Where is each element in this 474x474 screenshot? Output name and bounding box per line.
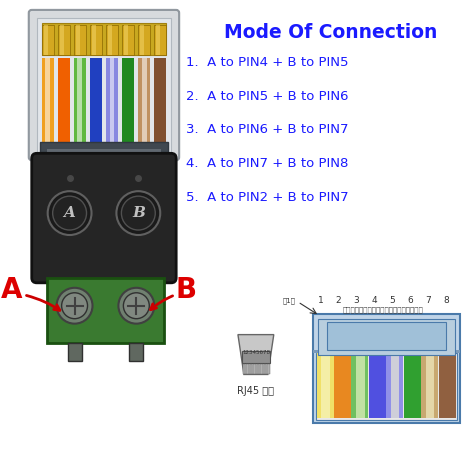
Bar bbox=[142, 58, 146, 142]
Bar bbox=[317, 353, 334, 418]
Circle shape bbox=[57, 288, 92, 324]
Text: 4: 4 bbox=[372, 296, 377, 305]
Text: 1: 1 bbox=[318, 296, 323, 305]
Text: 1.  A to PIN4 + B to PIN5: 1. A to PIN4 + B to PIN5 bbox=[186, 56, 349, 69]
Bar bbox=[404, 353, 421, 418]
Bar bbox=[108, 25, 112, 55]
Bar bbox=[58, 58, 70, 142]
Text: 橙白、橙、绻白、蓝、蓝白、绻、棕白、棕: 橙白、橙、绻白、蓝、蓝白、绻、棕白、棕 bbox=[343, 307, 424, 313]
Bar bbox=[391, 353, 400, 418]
Bar bbox=[68, 343, 82, 361]
Polygon shape bbox=[238, 335, 274, 374]
Bar bbox=[313, 349, 460, 353]
Text: 2.  A to PIN5 + B to PIN6: 2. A to PIN5 + B to PIN6 bbox=[186, 90, 349, 102]
Bar bbox=[154, 58, 166, 142]
Bar bbox=[386, 353, 403, 418]
Bar bbox=[122, 25, 134, 55]
Bar bbox=[138, 25, 150, 55]
Bar bbox=[356, 353, 365, 418]
Circle shape bbox=[117, 191, 160, 235]
Bar bbox=[74, 58, 86, 142]
Text: A: A bbox=[64, 206, 75, 220]
Bar bbox=[58, 25, 70, 55]
Bar bbox=[438, 353, 456, 418]
Bar bbox=[44, 25, 48, 55]
Bar bbox=[77, 58, 82, 142]
Bar bbox=[243, 365, 246, 374]
Circle shape bbox=[48, 191, 91, 235]
Bar bbox=[321, 353, 330, 418]
Bar bbox=[106, 58, 118, 142]
Bar bbox=[90, 58, 102, 142]
Text: RJ45 插头: RJ45 插头 bbox=[237, 386, 274, 396]
Bar bbox=[74, 25, 86, 55]
Bar bbox=[124, 25, 128, 55]
Bar bbox=[76, 25, 80, 55]
Bar bbox=[316, 353, 457, 420]
Circle shape bbox=[53, 196, 87, 230]
Bar bbox=[138, 58, 150, 142]
Text: Mode Of Connection: Mode Of Connection bbox=[224, 23, 437, 42]
Text: 3.  A to PIN6 + B to PIN7: 3. A to PIN6 + B to PIN7 bbox=[186, 123, 349, 137]
Bar bbox=[106, 25, 118, 55]
Bar bbox=[109, 58, 114, 142]
Text: 2: 2 bbox=[336, 296, 341, 305]
Text: 4.  A to PIN7 + B to PIN8: 4. A to PIN7 + B to PIN8 bbox=[186, 157, 348, 170]
Bar bbox=[426, 353, 434, 418]
Bar bbox=[257, 365, 259, 374]
Bar bbox=[42, 58, 54, 142]
Bar bbox=[42, 25, 54, 55]
FancyBboxPatch shape bbox=[36, 18, 171, 152]
Bar bbox=[334, 353, 351, 418]
Text: A: A bbox=[1, 276, 23, 304]
Bar bbox=[264, 365, 266, 374]
Text: 第1脚: 第1脚 bbox=[283, 298, 296, 304]
Text: 12345678: 12345678 bbox=[242, 350, 270, 355]
Bar bbox=[352, 353, 368, 418]
Bar bbox=[90, 25, 102, 55]
Bar bbox=[318, 319, 455, 355]
Bar bbox=[313, 314, 460, 423]
Bar bbox=[156, 25, 160, 55]
Bar bbox=[154, 25, 166, 55]
Bar bbox=[40, 142, 168, 152]
Bar bbox=[46, 149, 161, 155]
Bar bbox=[267, 365, 270, 374]
FancyBboxPatch shape bbox=[29, 10, 179, 160]
Bar bbox=[254, 365, 256, 374]
Bar bbox=[92, 25, 96, 55]
Bar bbox=[140, 25, 144, 55]
Bar bbox=[129, 343, 143, 361]
Text: 3: 3 bbox=[354, 296, 359, 305]
Bar bbox=[46, 58, 50, 142]
Bar bbox=[327, 322, 446, 349]
Bar bbox=[60, 25, 64, 55]
Circle shape bbox=[62, 293, 88, 319]
Text: 5: 5 bbox=[390, 296, 395, 305]
Bar bbox=[46, 278, 164, 343]
Text: 5.  A to PIN2 + B to PIN7: 5. A to PIN2 + B to PIN7 bbox=[186, 191, 349, 204]
FancyBboxPatch shape bbox=[32, 153, 176, 283]
Text: 6: 6 bbox=[407, 296, 413, 305]
Text: B: B bbox=[132, 206, 145, 220]
Bar bbox=[260, 365, 263, 374]
Text: 7: 7 bbox=[425, 296, 431, 305]
Bar bbox=[421, 353, 438, 418]
Bar bbox=[369, 353, 386, 418]
Circle shape bbox=[118, 288, 154, 324]
Circle shape bbox=[123, 293, 149, 319]
Circle shape bbox=[121, 196, 155, 230]
Bar bbox=[246, 365, 249, 374]
Bar bbox=[42, 23, 166, 55]
Bar bbox=[242, 351, 270, 363]
Bar bbox=[122, 58, 134, 142]
Bar bbox=[250, 365, 252, 374]
Text: 8: 8 bbox=[443, 296, 449, 305]
Text: B: B bbox=[175, 276, 197, 304]
